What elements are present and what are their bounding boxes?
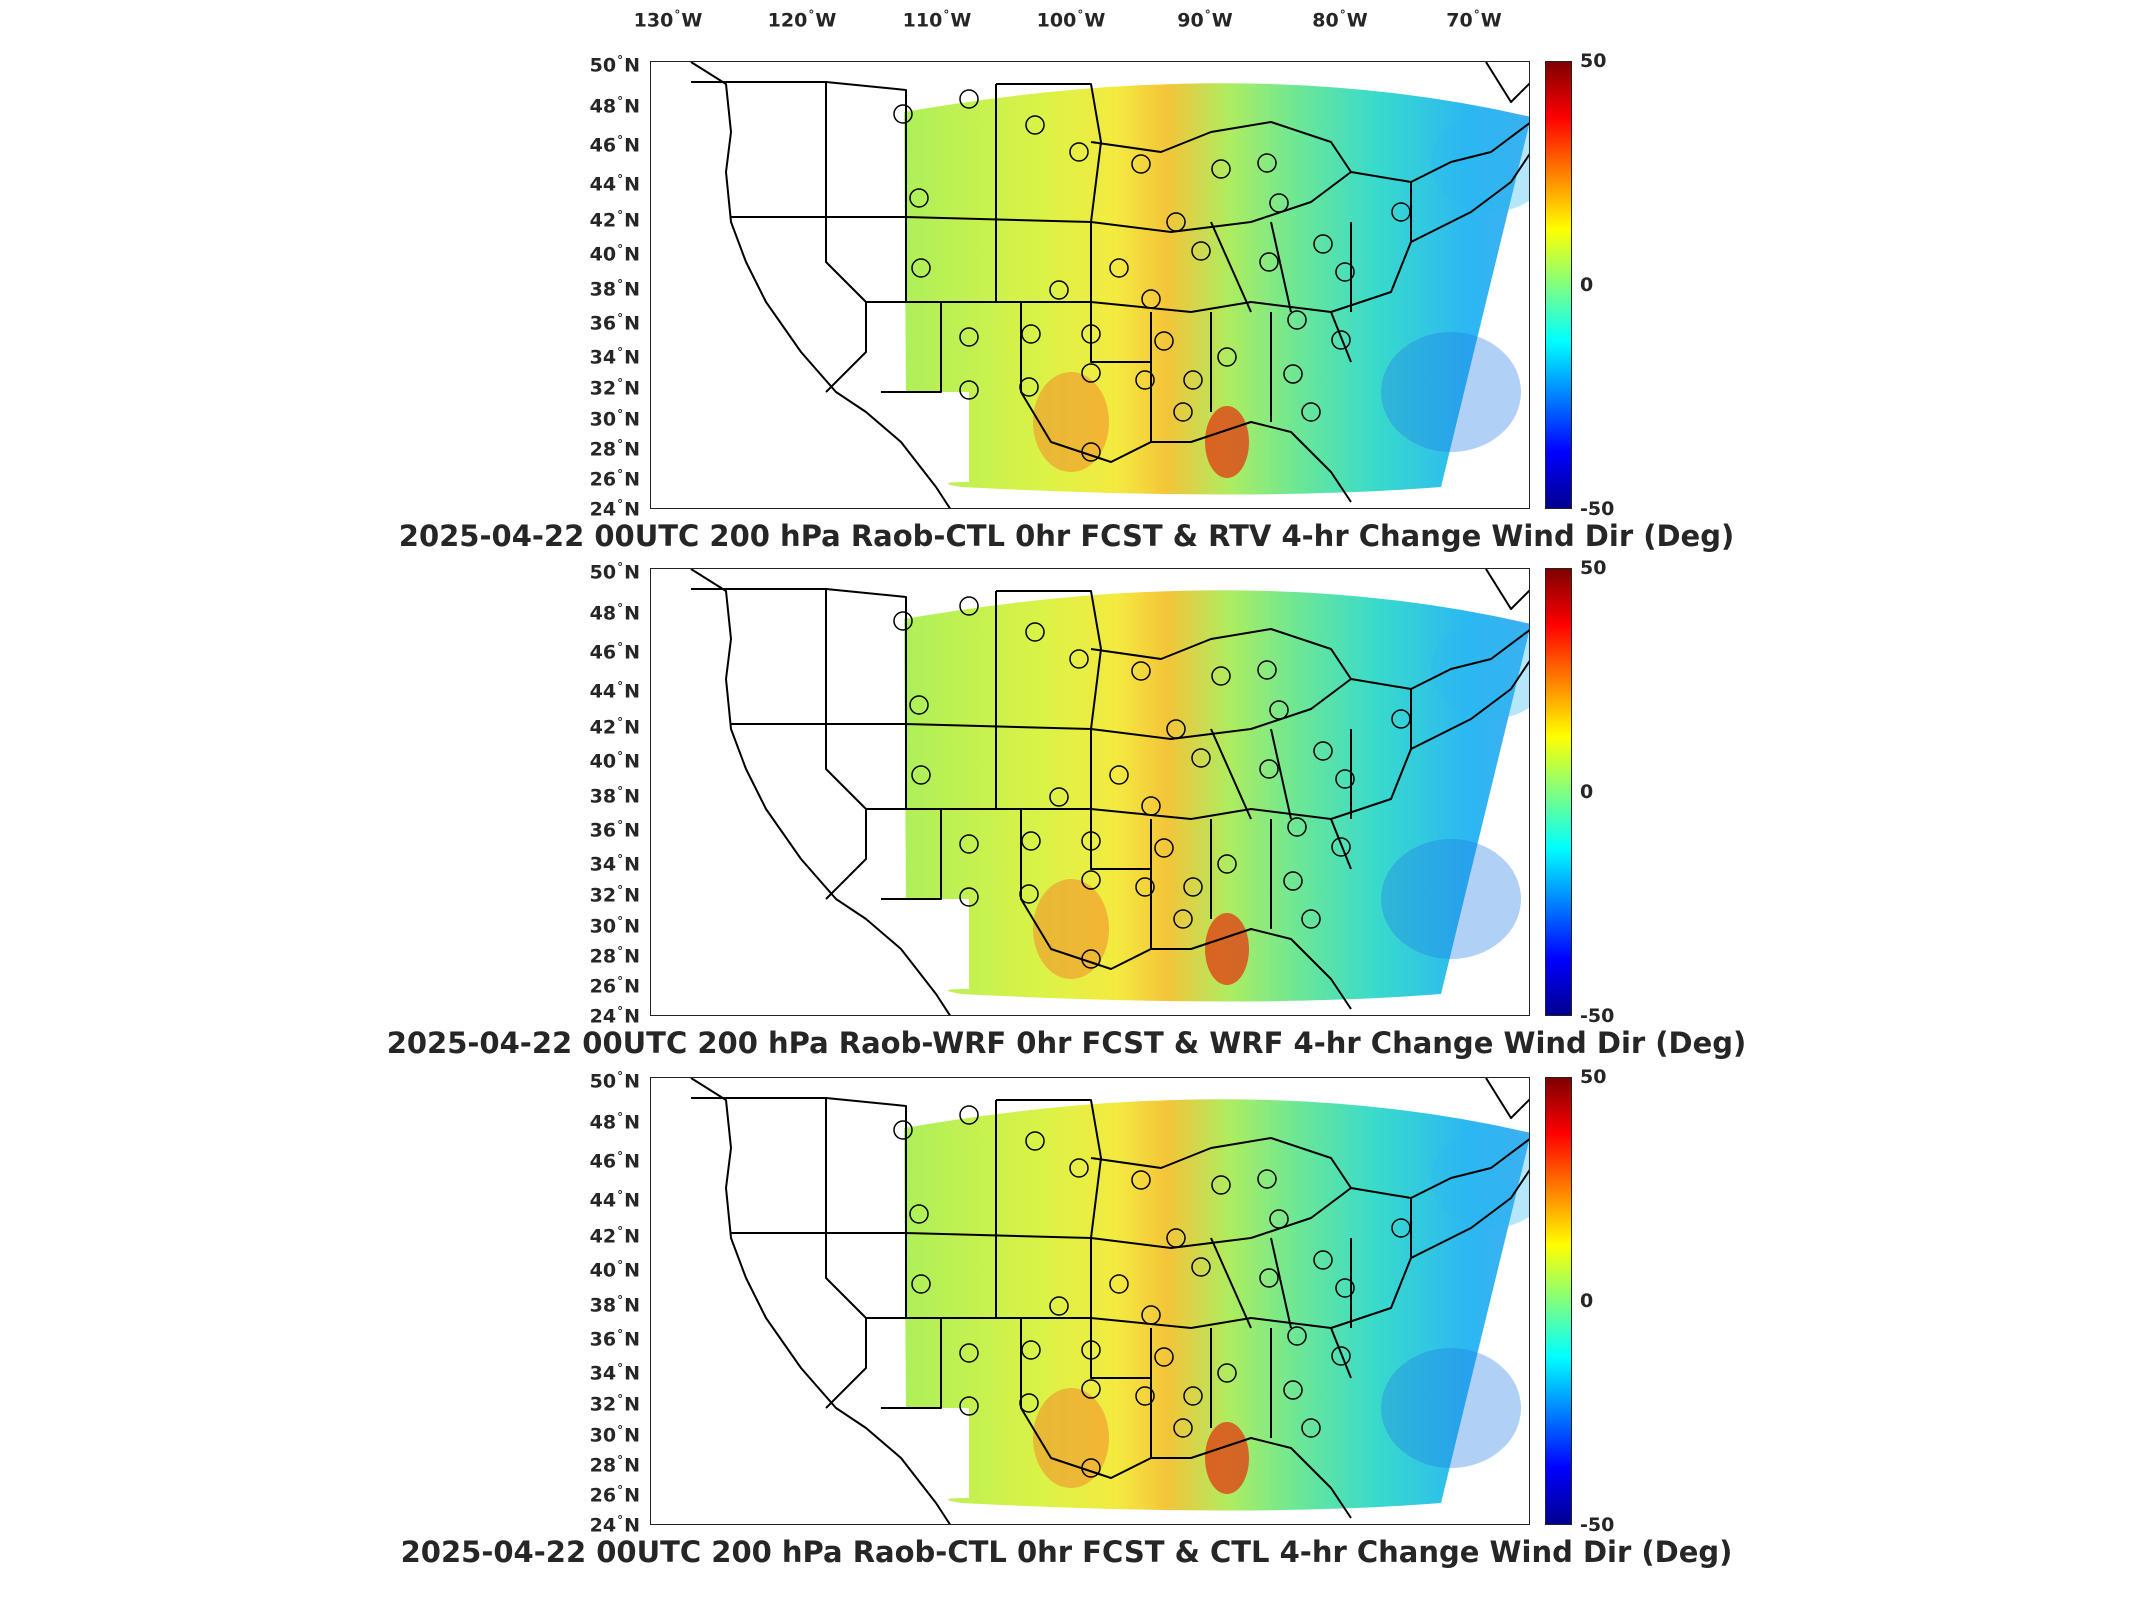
- latitude-label: 40°N: [589, 242, 640, 266]
- latitude-label: 34°N: [589, 345, 640, 369]
- colorbar-tick-label: 0: [1580, 781, 1594, 803]
- latitude-label: 36°N: [589, 1327, 640, 1351]
- map-plot-area: [650, 568, 1530, 1016]
- panel-title: 2025-04-22 00UTC 200 hPa Raob-CTL 0hr FC…: [398, 519, 1735, 553]
- map-plot-area: [650, 61, 1530, 509]
- colorbar-tick-label: -50: [1580, 1005, 1615, 1027]
- latitude-label: 28°N: [589, 944, 640, 968]
- latitude-label: 28°N: [589, 1453, 640, 1477]
- longitude-label: 110°W: [902, 8, 972, 32]
- longitude-label: 90°W: [1177, 8, 1233, 32]
- latitude-label: 30°N: [589, 407, 640, 431]
- colorbar-tick-label: -50: [1580, 498, 1615, 520]
- latitude-label: 48°N: [589, 1110, 640, 1134]
- colorbar: [1545, 568, 1572, 1016]
- latitude-label: 30°N: [589, 914, 640, 938]
- longitude-label: 70°W: [1446, 8, 1502, 32]
- latitude-label: 26°N: [589, 467, 640, 491]
- latitude-label: 44°N: [589, 172, 640, 196]
- latitude-label: 26°N: [589, 1483, 640, 1507]
- latitude-label: 50°N: [589, 53, 640, 77]
- colorbar: [1545, 61, 1572, 509]
- panel-title: 2025-04-22 00UTC 200 hPa Raob-CTL 0hr FC…: [400, 1535, 1733, 1569]
- latitude-label: 48°N: [589, 601, 640, 625]
- latitude-label: 42°N: [589, 1224, 640, 1248]
- colorbar: [1545, 1077, 1572, 1525]
- latitude-label: 32°N: [589, 883, 640, 907]
- latitude-label: 38°N: [589, 784, 640, 808]
- latitude-label: 24°N: [589, 1004, 640, 1028]
- longitude-label: 120°W: [767, 8, 837, 32]
- colorbar-tick-label: 0: [1580, 274, 1594, 296]
- colorbar-tick-label: 50: [1580, 557, 1607, 579]
- latitude-label: 50°N: [589, 560, 640, 584]
- colorbar-tick-label: -50: [1580, 1514, 1615, 1536]
- latitude-label: 30°N: [589, 1423, 640, 1447]
- latitude-label: 26°N: [589, 974, 640, 998]
- latitude-label: 42°N: [589, 715, 640, 739]
- latitude-label: 36°N: [589, 311, 640, 335]
- latitude-label: 44°N: [589, 1188, 640, 1212]
- latitude-label: 34°N: [589, 852, 640, 876]
- panel-title: 2025-04-22 00UTC 200 hPa Raob-WRF 0hr FC…: [386, 1026, 1747, 1060]
- latitude-label: 50°N: [589, 1069, 640, 1093]
- latitude-label: 34°N: [589, 1361, 640, 1385]
- latitude-label: 44°N: [589, 679, 640, 703]
- latitude-label: 36°N: [589, 818, 640, 842]
- latitude-label: 46°N: [589, 133, 640, 157]
- latitude-label: 24°N: [589, 497, 640, 521]
- longitude-axis: 130°W 120°W 110°W 100°W 90°W 80°W 70°W: [0, 0, 2133, 40]
- latitude-label: 24°N: [589, 1513, 640, 1537]
- latitude-label: 40°N: [589, 1258, 640, 1282]
- longitude-label: 130°W: [633, 8, 703, 32]
- latitude-label: 38°N: [589, 1293, 640, 1317]
- colorbar-tick-label: 0: [1580, 1290, 1594, 1312]
- colorbar-tick-label: 50: [1580, 1066, 1607, 1088]
- latitude-label: 38°N: [589, 277, 640, 301]
- latitude-label: 32°N: [589, 1392, 640, 1416]
- latitude-label: 42°N: [589, 208, 640, 232]
- latitude-label: 40°N: [589, 749, 640, 773]
- colorbar-tick-label: 50: [1580, 50, 1607, 72]
- latitude-label: 46°N: [589, 1149, 640, 1173]
- latitude-label: 46°N: [589, 640, 640, 664]
- longitude-label: 80°W: [1312, 8, 1368, 32]
- latitude-label: 28°N: [589, 437, 640, 461]
- latitude-label: 32°N: [589, 376, 640, 400]
- map-plot-area: [650, 1077, 1530, 1525]
- latitude-label: 48°N: [589, 94, 640, 118]
- longitude-label: 100°W: [1036, 8, 1106, 32]
